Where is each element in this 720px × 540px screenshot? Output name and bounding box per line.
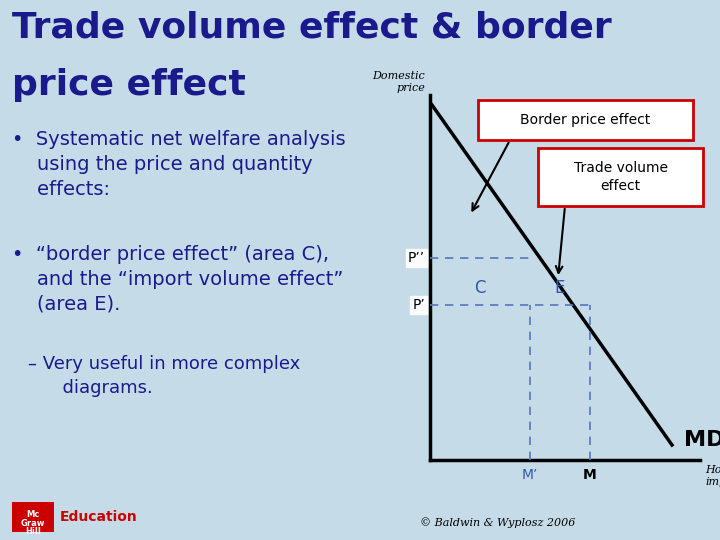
Text: •  “border price effect” (area C),
    and the “import volume effect”
    (area : • “border price effect” (area C), and th…	[12, 245, 343, 314]
Text: •  Systematic net welfare analysis
    using the price and quantity
    effects:: • Systematic net welfare analysis using …	[12, 130, 346, 199]
Text: C: C	[474, 279, 486, 297]
Text: Graw: Graw	[21, 519, 45, 528]
Text: P’’: P’’	[408, 251, 425, 265]
Text: Border price effect: Border price effect	[521, 113, 651, 127]
Text: Domestic
price: Domestic price	[372, 71, 425, 93]
FancyBboxPatch shape	[478, 100, 693, 140]
FancyBboxPatch shape	[538, 148, 703, 206]
Text: Trade volume
effect: Trade volume effect	[574, 161, 667, 193]
Text: M: M	[583, 468, 597, 482]
FancyBboxPatch shape	[12, 502, 54, 532]
Text: MD: MD	[684, 430, 720, 450]
Text: Home
imports: Home imports	[705, 465, 720, 487]
Text: Education: Education	[60, 510, 138, 524]
Text: M’: M’	[522, 468, 538, 482]
Text: E: E	[555, 279, 565, 297]
Text: Trade volume effect & border: Trade volume effect & border	[12, 10, 612, 44]
Text: price effect: price effect	[12, 68, 246, 102]
Text: – Very useful in more complex
      diagrams.: – Very useful in more complex diagrams.	[28, 355, 300, 396]
Text: © Baldwin & Wyplosz 2006: © Baldwin & Wyplosz 2006	[420, 517, 575, 528]
Text: Mc: Mc	[27, 510, 40, 519]
Text: Hill: Hill	[25, 527, 41, 536]
Text: P’: P’	[413, 298, 425, 312]
